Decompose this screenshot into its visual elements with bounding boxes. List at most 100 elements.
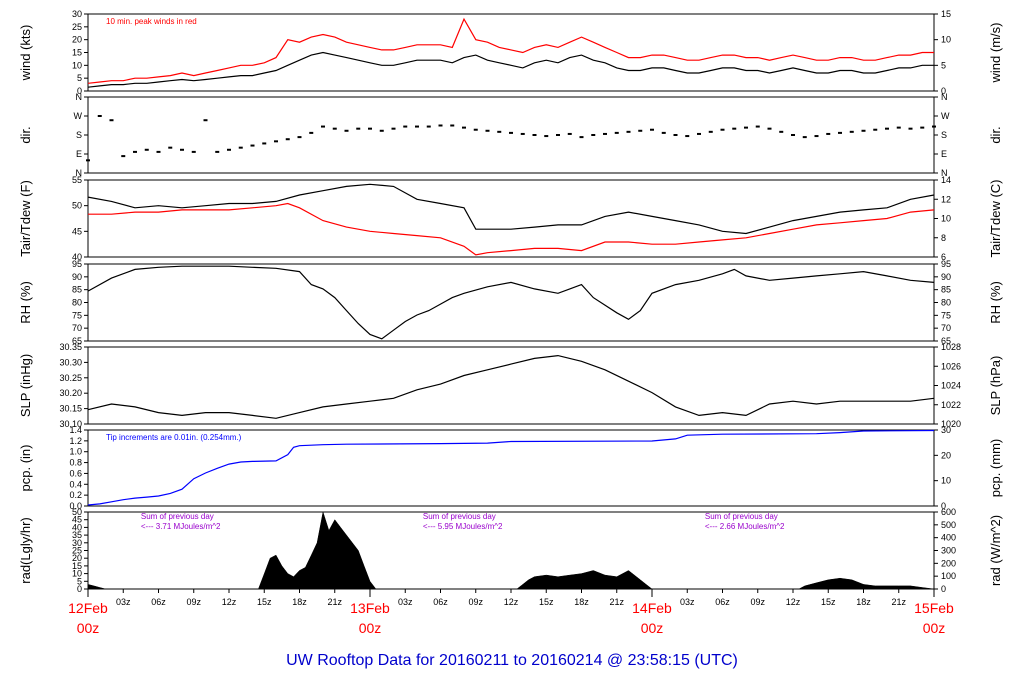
data-point [908, 127, 913, 130]
right-tick-label: 6 [941, 252, 946, 262]
day-label: 14Feb [632, 600, 672, 616]
left-tick-label: 50 [72, 201, 82, 211]
x-tick-label: 15z [539, 597, 554, 607]
right-tick-label: N [941, 168, 948, 178]
data-point [321, 125, 325, 128]
right-tick-label: 0 [941, 86, 946, 96]
right-tick-label: 1024 [941, 381, 961, 391]
panel-precipitation: 0.00.20.40.60.81.01.21.4 0 10 20 30 pcp. (in)… [18, 425, 1003, 511]
left-tick-label: 20 [72, 35, 82, 45]
data-point [344, 129, 349, 132]
data-point [168, 146, 173, 149]
radiation-note-line1: Sum of previous day [705, 512, 778, 521]
series-area [87, 511, 935, 590]
left-axis-label: pcp. (in) [18, 445, 33, 492]
left-tick-label: 35 [72, 530, 82, 540]
series-line [87, 17, 934, 84]
left-axis-label: wind (kts) [18, 25, 33, 82]
data-point [450, 124, 455, 127]
x-tick-label: 09z [750, 597, 765, 607]
x-tick-label: 06z [715, 597, 730, 607]
right-tick-label: 70 [941, 323, 951, 333]
x-tick-label: 18z [574, 597, 589, 607]
right-tick-label: 10 [941, 476, 951, 486]
left-tick-label: 25 [72, 22, 82, 32]
panel-SLP: 30.10 30.15 30.20 30.25 30.30 30.35 1020 1022 10… [18, 342, 1003, 429]
data-point [109, 119, 114, 122]
data-point [826, 132, 831, 135]
x-tick-label: 21z [609, 597, 624, 607]
right-tick-label: 8 [941, 233, 946, 243]
panel-frame [87, 429, 935, 507]
left-axis-label: dir. [18, 126, 33, 143]
panel-frame [87, 13, 935, 92]
right-tick-label: 0 [941, 584, 946, 594]
left-tick-label: 0.4 [69, 479, 82, 489]
right-tick-label: 500 [941, 520, 956, 530]
data-point [238, 146, 243, 149]
data-point [86, 159, 90, 162]
data-point [720, 128, 725, 131]
left-tick-label: 1.2 [69, 436, 82, 446]
data-point [133, 150, 137, 153]
data-point [285, 138, 290, 141]
left-tick-label: 15 [72, 561, 82, 571]
left-tick-label: 30.25 [59, 373, 82, 383]
right-tick-label: 1022 [941, 400, 961, 410]
left-tick-label: 45 [72, 226, 82, 236]
right-tick-label: 10 [941, 214, 951, 224]
data-point [403, 125, 408, 128]
data-point [614, 131, 619, 134]
data-point [497, 130, 502, 133]
data-point [415, 125, 419, 128]
data-point [861, 129, 866, 132]
left-tick-label: 80 [72, 298, 82, 308]
data-point [462, 126, 466, 129]
data-point [520, 132, 525, 135]
left-tick-label: 95 [72, 259, 82, 269]
data-point [156, 150, 161, 153]
right-tick-label: 20 [941, 450, 951, 460]
data-point [97, 115, 102, 117]
data-point [274, 140, 278, 143]
right-tick-label: S [941, 130, 947, 140]
left-tick-label: 45 [72, 515, 82, 525]
left-tick-label: 30 [72, 9, 82, 19]
data-point [368, 127, 372, 130]
data-point [121, 155, 126, 158]
data-point [567, 132, 572, 135]
left-tick-label: 65 [72, 336, 82, 346]
left-tick-label: 75 [72, 310, 82, 320]
left-tick-label: 30.15 [59, 404, 82, 414]
data-point [544, 135, 549, 138]
left-tick-label: 0.0 [69, 501, 82, 511]
data-point [215, 150, 220, 153]
data-point [708, 130, 713, 133]
data-point [849, 130, 854, 133]
radiation-note-line1: Sum of previous day [423, 512, 496, 521]
left-tick-label: N [76, 168, 83, 178]
data-point [885, 127, 889, 130]
day-hour-label: 00z [923, 620, 946, 636]
radiation-note-line2: <--- 2.66 MJoules/m^2 [705, 522, 785, 531]
data-point [485, 129, 490, 132]
day-hour-label: 00z [359, 620, 382, 636]
left-tick-label: 55 [72, 175, 82, 185]
data-point [191, 150, 196, 153]
page-title: UW Rooftop Data for 20160211 to 20160214… [286, 652, 738, 669]
right-axis-label: dir. [988, 126, 1003, 143]
panel-RH: 65 70 75 80 85 90 95 65 70 75 80 85 90 95 RH (%) RH (%) [18, 259, 1003, 346]
left-tick-label: 15 [72, 48, 82, 58]
left-tick-label: 25 [72, 546, 82, 556]
right-tick-label: 1020 [941, 419, 961, 429]
left-tick-label: 30 [72, 538, 82, 548]
left-tick-label: W [74, 111, 83, 121]
left-axis-label: RH (%) [18, 281, 33, 324]
data-point [297, 136, 302, 139]
data-point [379, 129, 384, 132]
data-point [661, 131, 666, 134]
panel-frame [87, 96, 935, 174]
left-tick-label: 1.0 [69, 447, 82, 457]
x-tick-label: 12z [786, 597, 801, 607]
